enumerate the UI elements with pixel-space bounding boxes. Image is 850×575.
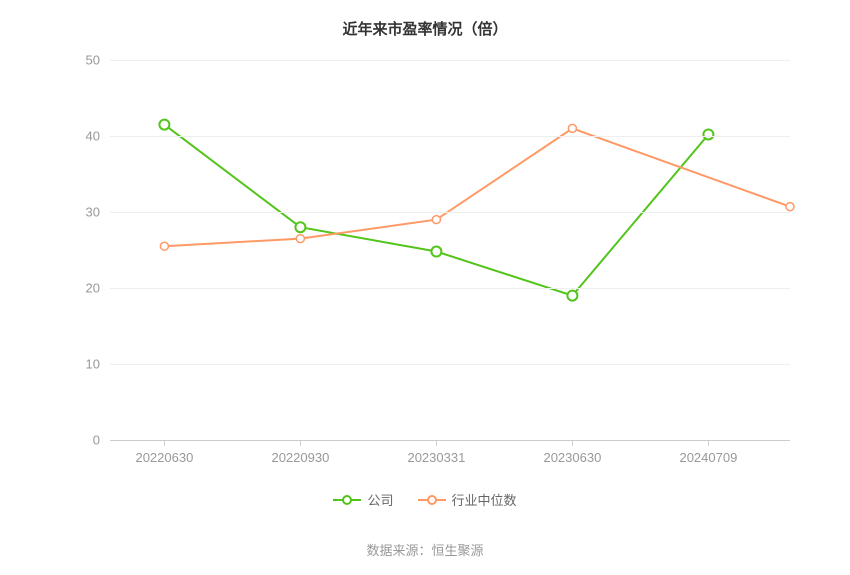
- series-marker: [431, 247, 441, 257]
- legend-item[interactable]: 行业中位数: [418, 490, 517, 509]
- legend-label: 公司: [367, 490, 393, 509]
- series-marker: [568, 124, 576, 132]
- series-line: [164, 128, 790, 246]
- y-gridline: [110, 288, 790, 289]
- x-tick: [436, 440, 437, 446]
- legend-swatch-icon: [418, 493, 446, 507]
- y-axis-label: 40: [86, 129, 100, 144]
- x-axis-label: 20230630: [543, 450, 601, 465]
- y-axis-label: 20: [86, 281, 100, 296]
- x-axis-label: 20230331: [407, 450, 465, 465]
- data-source-label: 数据来源：恒生聚源: [0, 540, 850, 559]
- legend-item[interactable]: 公司: [333, 490, 393, 509]
- y-gridline: [110, 136, 790, 137]
- y-gridline: [110, 212, 790, 213]
- y-axis-label: 10: [86, 357, 100, 372]
- chart-legend: 公司 行业中位数: [0, 490, 850, 512]
- x-tick: [708, 440, 709, 446]
- legend-label: 行业中位数: [452, 490, 517, 509]
- chart-plot-area: 0102030405020220630202209302023033120230…: [110, 60, 790, 440]
- series-marker: [160, 242, 168, 250]
- legend-swatch-icon: [333, 493, 361, 507]
- x-axis-label: 20240709: [679, 450, 737, 465]
- x-tick: [572, 440, 573, 446]
- series-marker: [786, 203, 794, 211]
- chart-title: 近年来市盈率情况（倍）: [0, 0, 850, 39]
- series-marker: [295, 222, 305, 232]
- y-gridline: [110, 60, 790, 61]
- series-marker: [296, 235, 304, 243]
- y-gridline: [110, 364, 790, 365]
- series-marker: [159, 120, 169, 130]
- y-gridline: [110, 440, 790, 441]
- series-line: [164, 125, 708, 296]
- y-axis-label: 50: [86, 53, 100, 68]
- x-tick: [164, 440, 165, 446]
- x-axis-label: 20220630: [135, 450, 193, 465]
- chart-svg: [110, 60, 790, 440]
- y-axis-label: 0: [93, 433, 100, 448]
- x-tick: [300, 440, 301, 446]
- series-marker: [567, 291, 577, 301]
- y-axis-label: 30: [86, 205, 100, 220]
- x-axis-label: 20220930: [271, 450, 329, 465]
- series-marker: [432, 216, 440, 224]
- series-marker: [703, 129, 713, 139]
